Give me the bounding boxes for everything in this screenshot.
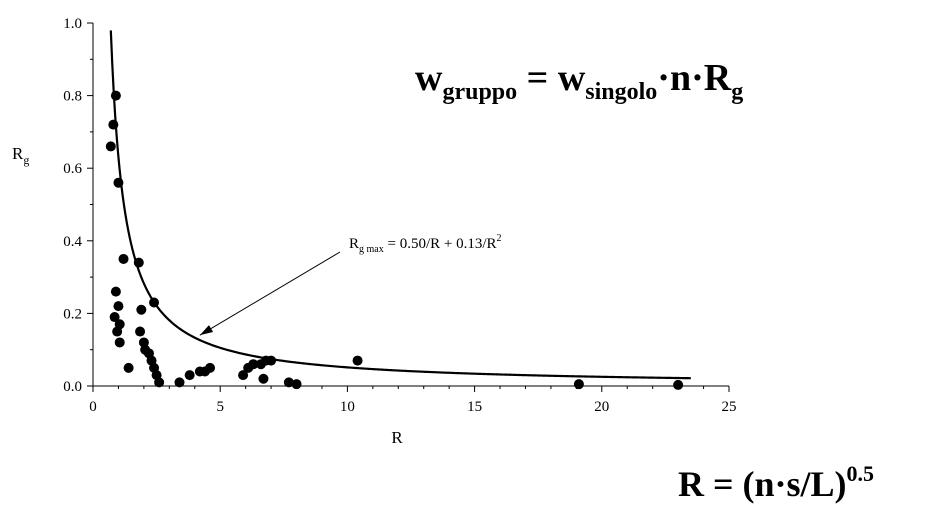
curve-annotation: Rg max = 0.50/R + 0.13/R2 (199, 233, 502, 336)
x-tick-label: 10 (340, 399, 355, 415)
formula-top-rest: ·n·R (657, 57, 731, 99)
data-point (135, 326, 146, 337)
data-point (114, 337, 125, 348)
annotation-main: R (349, 236, 359, 252)
x-axis-title: R (391, 428, 403, 447)
x-tick-label: 15 (467, 399, 482, 415)
data-point (205, 362, 216, 373)
data-point (149, 297, 160, 308)
x-tick-label: 5 (216, 399, 224, 415)
y-axis-title: Rg (12, 144, 29, 167)
annotation-equation: Rg max = 0.50/R + 0.13/R2 (349, 233, 502, 255)
data-point (113, 301, 124, 312)
data-point (184, 370, 195, 381)
data-point (673, 379, 684, 390)
formula-top-w2: w (558, 57, 586, 99)
formula-top-sub3: g (731, 79, 743, 105)
annotation-sup: 2 (497, 233, 502, 244)
data-point (573, 379, 584, 390)
data-point (238, 370, 249, 381)
formula-top-sub1: gruppo (442, 79, 517, 105)
annotation-sub: g max (359, 244, 384, 255)
formula-top-sub2: singolo (585, 79, 657, 105)
x-axis-ticks: 0 5 10 15 20 25 (89, 386, 737, 415)
data-point (283, 377, 294, 388)
x-tick-label: 20 (594, 399, 609, 415)
data-point (248, 359, 259, 370)
y-tick-label: 0.8 (63, 89, 82, 105)
y-axis-ticks: 0.0 0.2 0.4 0.6 0.8 1.0 (63, 16, 93, 395)
y-tick-label: 0.0 (63, 379, 82, 395)
formula-top-eq: = (517, 57, 558, 99)
x-tick-label: 0 (89, 399, 97, 415)
annotation-rest: = 0.50/R + 0.13/R (384, 236, 497, 252)
data-point (113, 177, 124, 188)
data-point (291, 379, 302, 390)
data-point (118, 253, 129, 264)
group-width-formula: wgruppo = wsingolo·n·Rg (415, 57, 743, 105)
data-point (108, 119, 119, 130)
data-point (154, 377, 165, 388)
y-tick-label: 0.2 (63, 306, 82, 322)
y-axis-title-main: R (12, 144, 24, 163)
data-point (258, 373, 269, 384)
y-tick-label: 1.0 (63, 16, 82, 32)
axes (92, 23, 729, 387)
data-point (123, 362, 134, 373)
formula-top-w1: w (415, 57, 443, 99)
data-point (110, 90, 121, 101)
y-tick-label: 0.6 (63, 161, 82, 177)
fit-curve-line (109, 30, 691, 380)
data-point (266, 355, 277, 366)
y-tick-label: 0.4 (63, 234, 82, 250)
x-tick-label: 25 (722, 399, 737, 415)
data-point (105, 141, 116, 152)
annotation-arrow-head (199, 325, 214, 336)
y-axis-title-sub: g (23, 153, 29, 167)
annotation-arrow-line (199, 251, 341, 336)
r-definition-formula: R = (n·s/L)0.5 (678, 461, 874, 504)
data-point (136, 304, 147, 315)
data-point (133, 257, 144, 268)
data-point (112, 326, 123, 337)
data-point (174, 377, 185, 388)
data-points (105, 90, 684, 390)
data-point (352, 355, 363, 366)
data-point (109, 312, 120, 323)
formula-bottom-sup: 0.5 (847, 461, 875, 486)
data-point (110, 286, 121, 297)
formula-bottom-text: R = (n·s/L) (678, 464, 847, 504)
